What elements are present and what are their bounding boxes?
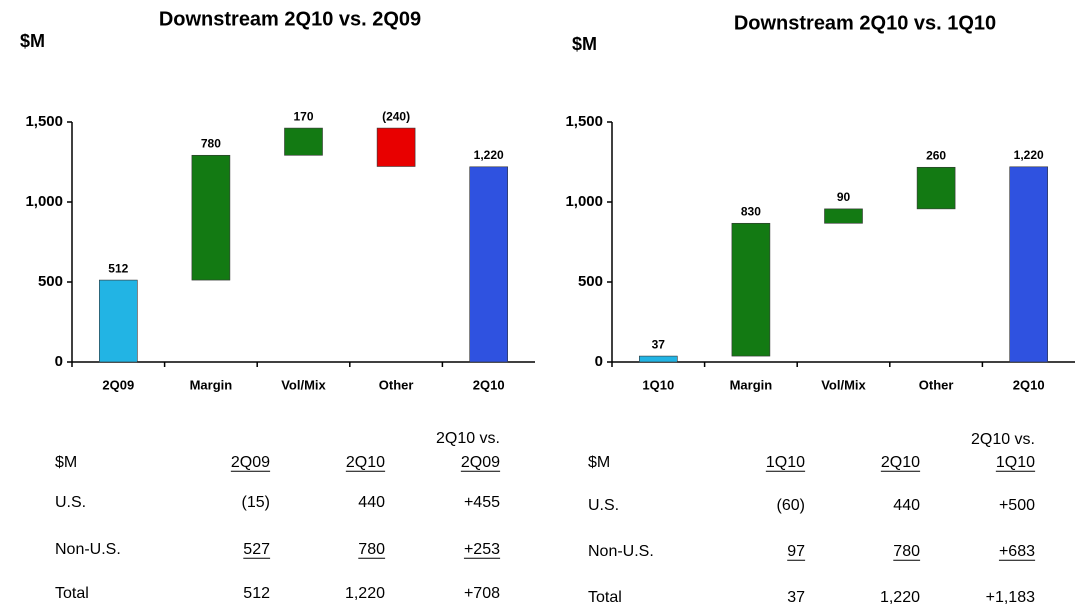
table-cell: +683 [999, 543, 1035, 560]
x-tick-label: Vol/Mix [281, 377, 326, 392]
bar [191, 154, 231, 281]
bar [638, 355, 678, 363]
header-cell: 1Q10 [996, 454, 1035, 471]
header-cell: 2Q10 vs. [436, 430, 500, 447]
row-label: Total [55, 585, 89, 602]
y-tick-label: 1,000 [25, 193, 63, 210]
table-cell: +500 [999, 497, 1035, 514]
table-cell: (15) [242, 494, 270, 511]
header-cell: 2Q09 [231, 454, 270, 471]
header-cell: 2Q10 [346, 454, 385, 471]
table-cell: 37 [787, 589, 805, 606]
bar [99, 279, 138, 363]
value-label: 512 [108, 261, 128, 275]
table-cell: 1,220 [345, 585, 385, 602]
bar [469, 166, 509, 363]
table-cell: +253 [464, 541, 500, 558]
value-label: (240) [382, 109, 410, 123]
table-cell: 440 [893, 497, 920, 514]
value-label: 37 [652, 337, 666, 351]
x-tick-label: 2Q09 [102, 377, 134, 392]
y-tick-label: 1,500 [565, 113, 603, 130]
x-tick-label: Other [379, 377, 414, 392]
value-label: 170 [293, 109, 313, 123]
bar [824, 208, 863, 224]
bar [731, 222, 771, 357]
y-axis-label: $M [572, 34, 597, 54]
value-label: 90 [837, 190, 851, 204]
y-tick-label: 500 [38, 273, 63, 290]
table-cell: 440 [358, 494, 385, 511]
bar [916, 166, 956, 210]
y-tick-label: 1,500 [25, 113, 63, 130]
row-label: Total [588, 589, 622, 606]
table-cell: +1,183 [986, 589, 1035, 606]
row-label: Non-U.S. [588, 543, 654, 560]
header-cell: 2Q10 [881, 454, 920, 471]
table-cell: 527 [243, 541, 270, 558]
bar [284, 127, 323, 156]
row-label: U.S. [55, 494, 86, 511]
header-cell: 1Q10 [766, 454, 805, 471]
table-cell: 780 [893, 543, 920, 560]
table-cell: +455 [464, 494, 500, 511]
x-tick-label: Margin [190, 377, 233, 392]
y-tick-label: 0 [595, 353, 603, 370]
header-cell: $M [55, 454, 77, 471]
bar [1009, 166, 1049, 363]
table-cell: 1,220 [880, 589, 920, 606]
x-tick-label: Other [919, 377, 954, 392]
table-cell: 97 [787, 543, 805, 560]
x-tick-label: 1Q10 [642, 377, 674, 392]
y-tick-label: 1,000 [565, 193, 603, 210]
table-cell: (60) [777, 497, 805, 514]
value-label: 260 [926, 148, 946, 162]
table-cell: 512 [243, 585, 270, 602]
chart-title: Downstream 2Q10 vs. 2Q09 [159, 8, 421, 30]
value-label: 1,220 [474, 148, 504, 162]
y-axis-label: $M [20, 31, 45, 51]
value-label: 1,220 [1014, 148, 1044, 162]
y-tick-label: 500 [578, 273, 603, 290]
value-label: 830 [741, 204, 761, 218]
y-tick-label: 0 [55, 353, 63, 370]
row-label: U.S. [588, 497, 619, 514]
x-tick-label: 2Q10 [473, 377, 505, 392]
chart-title: Downstream 2Q10 vs. 1Q10 [734, 12, 996, 34]
table-cell: 780 [358, 541, 385, 558]
table-cell: +708 [464, 585, 500, 602]
x-tick-label: 2Q10 [1013, 377, 1045, 392]
header-cell: 2Q09 [461, 454, 500, 471]
header-cell: $M [588, 454, 610, 471]
value-label: 780 [201, 136, 221, 150]
x-tick-label: Vol/Mix [821, 377, 866, 392]
bar [376, 127, 416, 167]
row-label: Non-U.S. [55, 541, 121, 558]
x-tick-label: Margin [730, 377, 773, 392]
header-cell: 2Q10 vs. [971, 431, 1035, 448]
